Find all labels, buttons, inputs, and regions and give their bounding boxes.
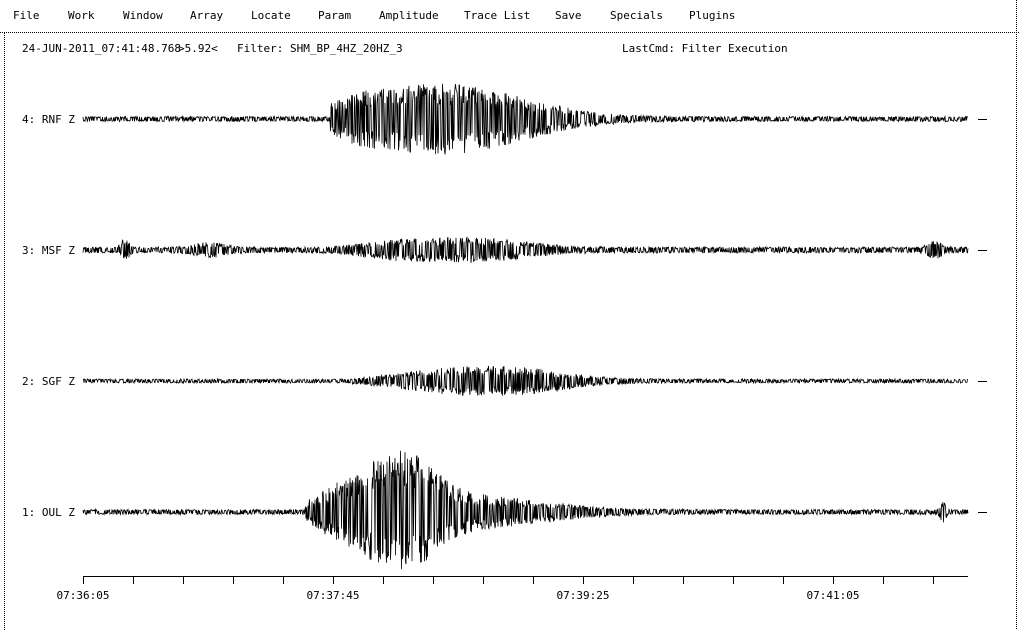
traces: 4: RNF Z 3: MSF Z 2: SGF Z 1: OUL Z — [22, 83, 987, 570]
menu-item[interactable]: Locate — [251, 9, 291, 22]
menu-item[interactable]: Plugins — [689, 9, 735, 22]
menu-item[interactable]: Specials — [610, 9, 663, 22]
status-zoom: >5.92< — [178, 42, 218, 55]
axis-label: 07:37:45 — [307, 589, 360, 602]
waveform — [82, 450, 969, 570]
menu-item[interactable]: Amplitude — [379, 9, 439, 22]
trace-label: 2: SGF Z — [22, 375, 75, 388]
menu-item[interactable]: Array — [190, 9, 223, 22]
status-filter: Filter: SHM_BP_4HZ_20HZ_3 — [237, 42, 403, 55]
waveform — [82, 83, 969, 155]
menu-item[interactable]: Save — [555, 9, 582, 22]
time-axis: 07:36:05 07:37:45 07:39:25 07:41:05 — [57, 576, 968, 602]
axis-label: 07:39:25 — [557, 589, 610, 602]
trace-label: 1: OUL Z — [22, 506, 75, 519]
axis-label: 07:41:05 — [807, 589, 860, 602]
menu-item[interactable]: File — [13, 9, 40, 22]
menu-item[interactable]: Window — [123, 9, 163, 22]
trace-label: 4: RNF Z — [22, 113, 75, 126]
status-time: 24-JUN-2011_07:41:48.768 — [22, 42, 181, 55]
menu-item[interactable]: Trace List — [464, 9, 530, 22]
menu-item[interactable]: Work — [68, 9, 95, 22]
axis-label: 07:36:05 — [57, 589, 110, 602]
menu-item[interactable]: Param — [318, 9, 351, 22]
menu-bar: File Work Window Array Locate Param Amplitude T… — [13, 9, 735, 22]
status-last-command: LastCmd: Filter Execution — [622, 42, 788, 55]
trace-label: 3: MSF Z — [22, 244, 75, 257]
waveform — [82, 365, 969, 396]
waveform — [82, 236, 969, 264]
